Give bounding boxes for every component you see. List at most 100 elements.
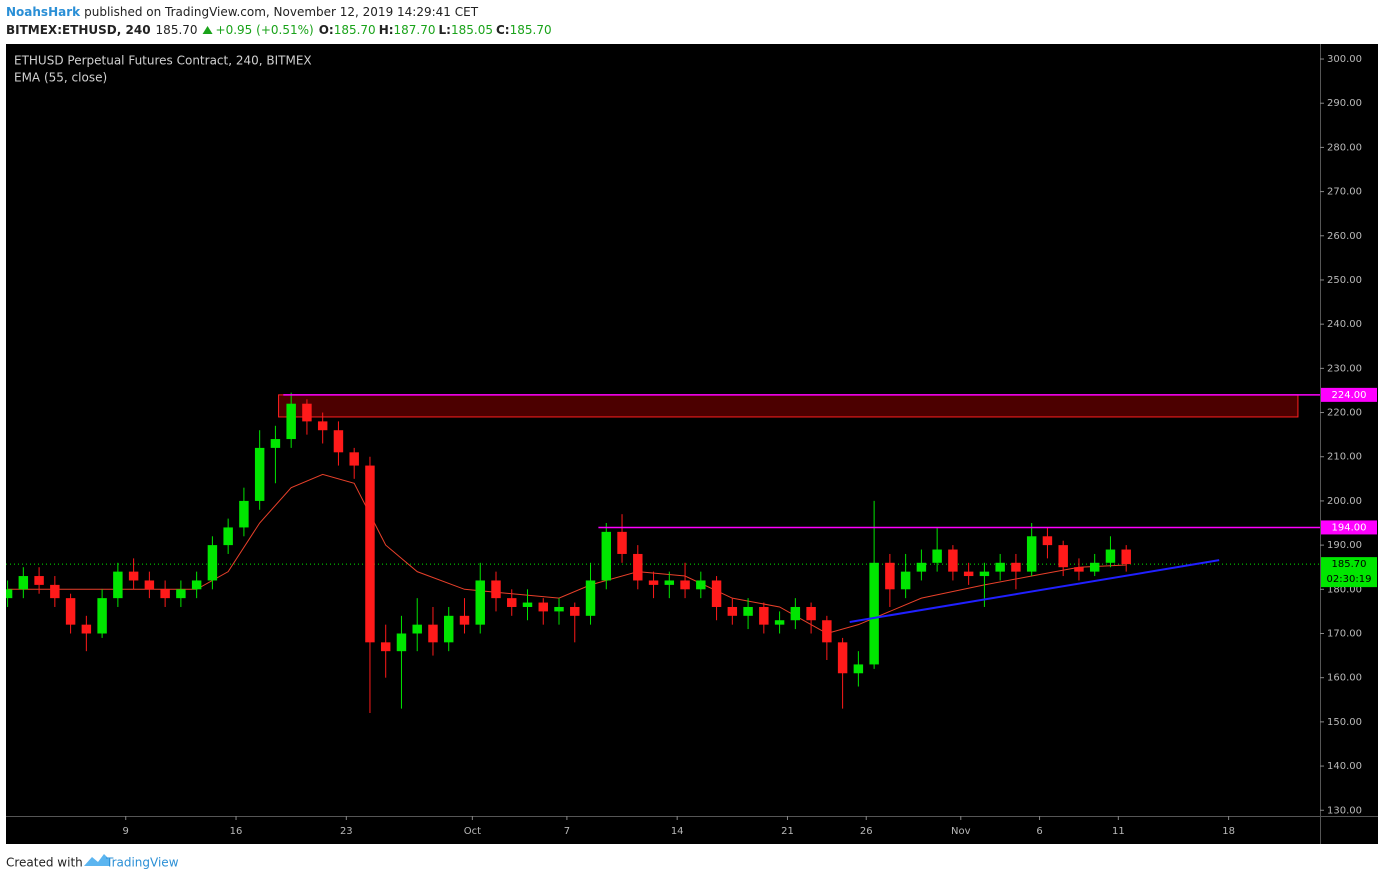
y-tick-label: 280.00 (1327, 142, 1362, 153)
candle-body (570, 606, 580, 616)
candle-body (790, 606, 801, 621)
header-line: NoahsHark published on TradingView.com, N… (6, 5, 479, 19)
trendline (849, 559, 1220, 623)
x-tick-label: 23 (340, 826, 353, 837)
chart-area (6, 44, 1378, 844)
candle-body (585, 580, 596, 616)
candle-body (365, 465, 375, 643)
candle-body (554, 606, 564, 612)
o-value: 185.70 (334, 23, 376, 37)
y-tick-label: 270.00 (1327, 187, 1362, 198)
x-tick-label: Oct (464, 826, 481, 837)
author[interactable]: NoahsHark (6, 5, 81, 19)
change-arrow (202, 26, 213, 34)
level-label: 224.00 (1332, 390, 1367, 401)
candle-body (948, 549, 958, 572)
candle-body (34, 576, 44, 585)
quote-line: BITMEX:ETHUSD, 240 185.70 +0.95 (+0.51%) O:… (6, 23, 552, 37)
candle-body (806, 606, 816, 621)
candle-body (995, 562, 1005, 572)
candle-body (317, 421, 328, 431)
candle-body (853, 664, 864, 674)
candle-body (1089, 562, 1100, 572)
candle-body (207, 545, 218, 581)
candle-body (128, 571, 139, 581)
y-tick-label: 290.00 (1327, 98, 1362, 109)
y-tick-label: 160.00 (1327, 673, 1362, 684)
candle-body (475, 580, 485, 625)
candle-body (191, 580, 202, 590)
x-tick-label: 14 (671, 826, 684, 837)
c-label: C: (496, 23, 510, 37)
candle-body (254, 447, 265, 501)
candle-body (648, 580, 659, 585)
candle-body (97, 598, 107, 634)
candle-body (144, 580, 155, 590)
candle-body (1042, 536, 1053, 546)
candle-body (759, 606, 769, 625)
candle-body (617, 531, 627, 554)
y-tick-label: 200.00 (1327, 496, 1362, 507)
y-tick-label: 220.00 (1327, 408, 1362, 419)
candle-body (396, 633, 407, 652)
candle-body (837, 642, 848, 674)
candle-body (1026, 536, 1037, 572)
level-badge (1321, 520, 1377, 535)
candle-body (302, 403, 312, 422)
candle-body (774, 620, 785, 625)
candle-body (6, 589, 13, 599)
y-tick-label: 300.00 (1327, 54, 1362, 65)
candle-body (270, 439, 281, 448)
x-tick-label: 21 (781, 826, 794, 837)
x-tick-label: 16 (230, 826, 243, 837)
candle-body (113, 571, 123, 599)
c-value: 185.70 (510, 23, 552, 37)
x-tick-label: Nov (951, 826, 971, 837)
y-tick-label: 230.00 (1327, 363, 1362, 374)
last-price-label: 185.70 (1332, 559, 1367, 570)
l-value: 185.05 (451, 23, 493, 37)
candle-body (1121, 549, 1131, 565)
candle-body (932, 549, 942, 563)
candle-body (664, 580, 675, 585)
candle-body (239, 500, 249, 528)
h-value: 187.70 (394, 23, 436, 37)
ema-line (7, 473, 1127, 635)
candle-body (223, 527, 233, 546)
x-tick-label: 18 (1222, 826, 1235, 837)
candle-body (81, 624, 92, 634)
last: 185.70 (156, 23, 198, 37)
candle-body (601, 531, 612, 581)
candle-body (507, 598, 517, 607)
y-tick-label: 150.00 (1327, 717, 1362, 728)
candle-body (633, 553, 643, 581)
level-label: 194.00 (1332, 522, 1367, 533)
resistance-zone (278, 394, 1299, 418)
candle-body (869, 562, 879, 665)
l-label: L: (439, 23, 451, 37)
candle-body (538, 602, 548, 612)
countdown-label: 02:30:19 (1327, 574, 1372, 585)
candle-body (412, 624, 422, 634)
level-badge (1321, 387, 1377, 402)
o-label: O: (319, 23, 334, 37)
candle-body (333, 430, 344, 453)
x-tick-label: 7 (564, 826, 570, 837)
h-label: H: (379, 23, 394, 37)
candle-body (727, 606, 738, 616)
candle-body (65, 598, 76, 625)
footer-created: Created with (6, 856, 83, 870)
x-tick-label: 9 (123, 826, 129, 837)
x-tick-label: 11 (1112, 826, 1125, 837)
published: published on TradingView.com, November 1… (84, 5, 479, 19)
candle-body (1011, 562, 1021, 572)
plot (6, 392, 1320, 714)
candle-body (743, 606, 753, 616)
candle-body (696, 580, 706, 590)
candle-body (900, 571, 911, 590)
footer-brand[interactable]: TradingView (105, 856, 179, 870)
candle-body (349, 452, 359, 466)
candle-body (522, 602, 533, 607)
